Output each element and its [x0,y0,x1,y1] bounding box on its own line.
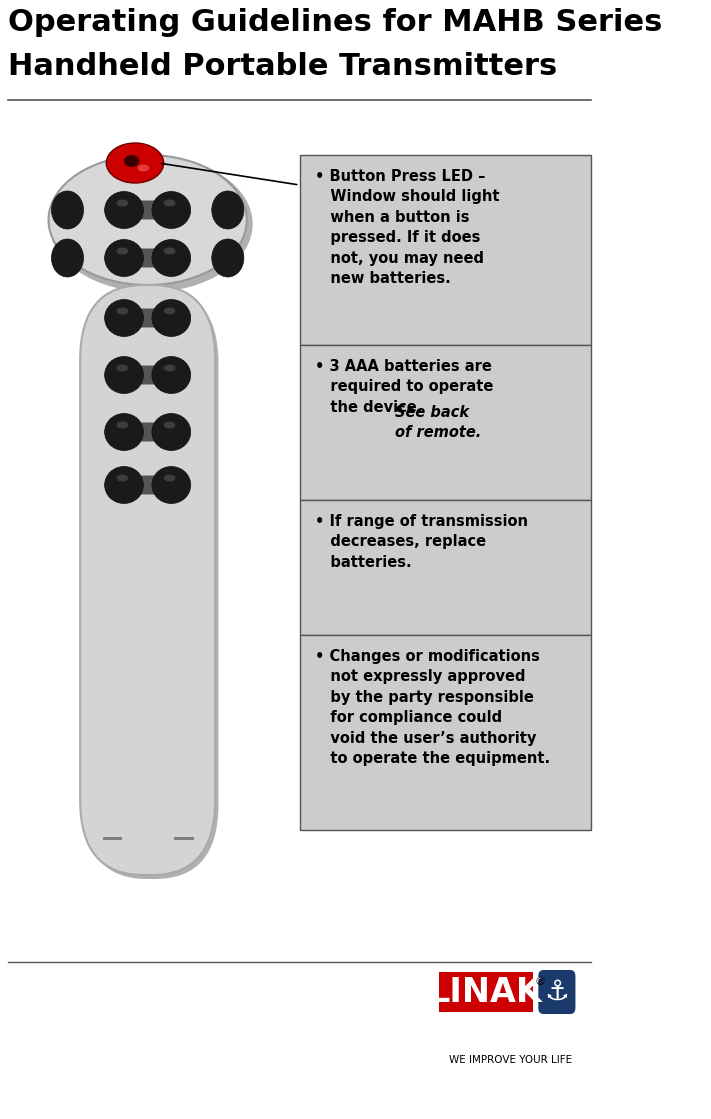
Circle shape [51,191,83,229]
Ellipse shape [117,365,128,372]
FancyBboxPatch shape [83,289,218,880]
FancyBboxPatch shape [299,500,591,634]
Text: • If range of transmission
   decreases, replace
   batteries.: • If range of transmission decreases, re… [315,514,528,570]
FancyBboxPatch shape [108,248,187,267]
Ellipse shape [164,365,176,372]
Ellipse shape [105,191,144,228]
FancyBboxPatch shape [108,309,187,328]
Ellipse shape [49,156,252,292]
Ellipse shape [105,357,144,394]
Ellipse shape [164,422,176,429]
Text: Operating Guidelines for MAHB Series: Operating Guidelines for MAHB Series [9,8,663,37]
Ellipse shape [105,239,144,276]
FancyBboxPatch shape [108,476,187,495]
Text: • Button Press LED –
   Window should light
   when a button is
   pressed. If i: • Button Press LED – Window should light… [315,169,499,286]
Text: • Changes or modifications
   not expressly approved
   by the party responsible: • Changes or modifications not expressly… [315,649,550,767]
FancyBboxPatch shape [299,634,591,830]
Ellipse shape [105,467,144,504]
Circle shape [212,239,244,278]
Text: LINAK: LINAK [429,976,543,1008]
Ellipse shape [117,474,128,481]
Ellipse shape [152,357,191,394]
FancyBboxPatch shape [108,423,187,442]
Ellipse shape [117,308,128,314]
Ellipse shape [164,199,176,207]
Text: WE IMPROVE YOUR LIFE: WE IMPROVE YOUR LIFE [449,1055,572,1065]
Ellipse shape [152,300,191,337]
Ellipse shape [107,143,164,184]
Ellipse shape [152,467,191,504]
Ellipse shape [117,422,128,429]
Text: ⚓: ⚓ [545,978,570,1006]
FancyBboxPatch shape [299,156,591,345]
Text: Handheld Portable Transmitters: Handheld Portable Transmitters [9,51,557,81]
Circle shape [212,191,244,229]
Ellipse shape [164,247,176,254]
Ellipse shape [117,199,128,207]
Ellipse shape [164,474,176,481]
Ellipse shape [164,308,176,314]
Ellipse shape [152,239,191,276]
Ellipse shape [48,156,247,285]
FancyBboxPatch shape [299,345,591,500]
FancyBboxPatch shape [439,972,533,1012]
Text: ®: ® [534,977,545,987]
Ellipse shape [105,300,144,337]
FancyBboxPatch shape [108,366,187,385]
Text: • 3 AAA batteries are
   required to operate
   the device.: • 3 AAA batteries are required to operat… [315,359,493,415]
FancyBboxPatch shape [80,285,215,875]
Ellipse shape [152,191,191,228]
Ellipse shape [124,156,139,167]
Text: See back
of remote.: See back of remote. [395,405,481,441]
Ellipse shape [137,164,149,171]
Ellipse shape [117,247,128,254]
FancyBboxPatch shape [108,200,187,219]
Ellipse shape [105,414,144,451]
FancyBboxPatch shape [538,970,575,1014]
Circle shape [51,239,83,278]
Ellipse shape [152,414,191,451]
